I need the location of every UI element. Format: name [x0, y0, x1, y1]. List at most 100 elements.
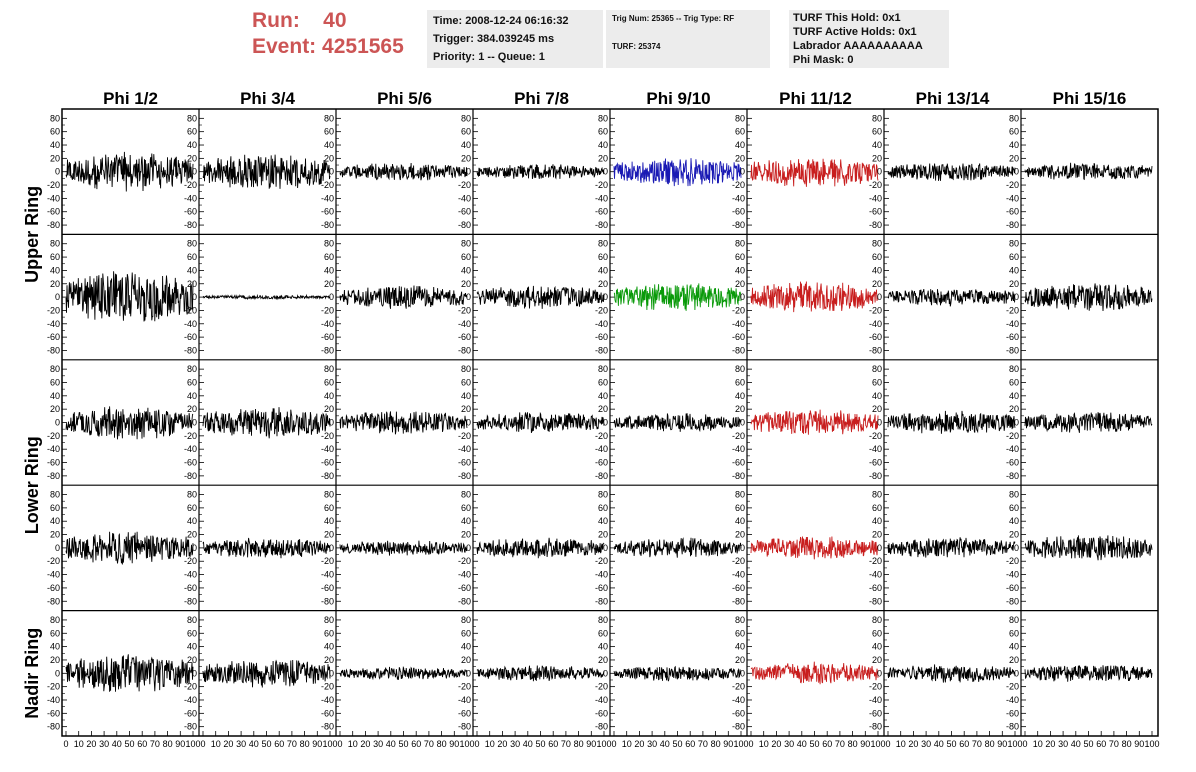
y-tick-label: 80	[735, 113, 745, 123]
y-tick-label: -60	[869, 583, 882, 593]
y-tick-label: -80	[321, 471, 334, 481]
y-tick-label: -40	[595, 570, 608, 580]
y-tick-label: 60	[324, 127, 334, 137]
y-tick-label: 60	[598, 377, 608, 387]
y-tick-label: -40	[1006, 444, 1019, 454]
y-tick-label: -20	[184, 556, 197, 566]
y-tick-label: -40	[732, 193, 745, 203]
x-tick-label: 50	[672, 739, 682, 749]
y-tick-label: -40	[184, 193, 197, 203]
y-tick-label: 20	[872, 655, 882, 665]
y-tick-label: 60	[1009, 127, 1019, 137]
y-tick-label: 20	[872, 279, 882, 289]
y-tick-label: 80	[187, 113, 197, 123]
y-tick-label: 40	[872, 516, 882, 526]
waveform-trace	[65, 406, 194, 440]
x-tick-label: 20	[634, 739, 644, 749]
y-tick-label: -40	[47, 319, 60, 329]
y-tick-label: -20	[321, 431, 334, 441]
y-tick-label: -20	[47, 556, 60, 566]
y-tick-label: 80	[1009, 239, 1019, 249]
y-tick-label: -40	[732, 444, 745, 454]
event-value: 4251565	[322, 35, 404, 58]
y-tick-label: -60	[47, 458, 60, 468]
x-tick-label: 70	[835, 739, 845, 749]
ring-label: Upper Ring	[22, 186, 42, 283]
y-tick-label: 40	[324, 516, 334, 526]
y-tick-label: -60	[869, 458, 882, 468]
y-tick-label: -80	[184, 220, 197, 230]
y-tick-label: -20	[47, 305, 60, 315]
y-tick-label: 40	[187, 140, 197, 150]
waveform-trace	[750, 661, 879, 685]
waveform-trace	[202, 659, 331, 688]
y-tick-label: -80	[1006, 220, 1019, 230]
y-tick-label: -20	[595, 682, 608, 692]
y-tick-label: 0	[192, 418, 197, 428]
x-tick-label: 50	[124, 739, 134, 749]
column-header: Phi 11/12	[779, 89, 852, 108]
x-tick-label: 50	[946, 739, 956, 749]
y-tick-label: -40	[595, 695, 608, 705]
y-tick-label: -20	[869, 180, 882, 190]
y-tick-label: -60	[184, 332, 197, 342]
y-tick-label: -40	[869, 695, 882, 705]
y-tick-label: 80	[324, 615, 334, 625]
y-tick-label: 20	[1009, 655, 1019, 665]
y-tick-label: 0	[55, 167, 60, 177]
y-tick-label: -60	[732, 332, 745, 342]
column-header: Phi 7/8	[514, 89, 569, 108]
y-tick-label: -80	[869, 220, 882, 230]
y-tick-label: -80	[458, 471, 471, 481]
x-tick-label: 40	[523, 739, 533, 749]
y-tick-label: -20	[1006, 431, 1019, 441]
y-tick-label: 60	[872, 252, 882, 262]
y-tick-label: -40	[732, 319, 745, 329]
x-tick-label: 90	[449, 739, 459, 749]
column-header: Phi 9/10	[646, 89, 710, 108]
y-tick-label: 0	[877, 418, 882, 428]
y-tick-label: 0	[329, 292, 334, 302]
y-tick-label: 40	[324, 140, 334, 150]
x-tick-label: 40	[112, 739, 122, 749]
waveform-trace	[613, 413, 742, 433]
y-tick-label: 0	[55, 292, 60, 302]
y-tick-label: -80	[184, 345, 197, 355]
y-tick-label: 60	[461, 252, 471, 262]
y-tick-label: 60	[735, 127, 745, 137]
x-tick-label: 0	[337, 739, 342, 749]
y-tick-label: -60	[47, 332, 60, 342]
waveform-trace	[339, 540, 468, 556]
y-tick-label: 40	[872, 391, 882, 401]
y-tick-label: 20	[735, 655, 745, 665]
y-tick-label: 20	[598, 655, 608, 665]
y-tick-label: -60	[321, 583, 334, 593]
y-tick-label: -40	[47, 444, 60, 454]
y-tick-label: 40	[1009, 140, 1019, 150]
y-tick-label: 40	[187, 642, 197, 652]
y-tick-label: 0	[55, 418, 60, 428]
y-tick-label: 0	[603, 292, 608, 302]
column-header: Phi 1/2	[103, 89, 158, 108]
y-tick-label: -20	[47, 431, 60, 441]
y-tick-label: 20	[50, 655, 60, 665]
y-tick-label: -60	[47, 583, 60, 593]
y-tick-label: 20	[324, 530, 334, 540]
x-tick-label: 100	[1007, 739, 1022, 749]
y-tick-label: 0	[466, 543, 471, 553]
y-tick-label: -80	[595, 220, 608, 230]
y-tick-label: -80	[458, 596, 471, 606]
x-tick-label: 30	[99, 739, 109, 749]
y-tick-label: 20	[1009, 153, 1019, 163]
y-tick-label: 80	[187, 364, 197, 374]
y-tick-label: -40	[458, 319, 471, 329]
y-tick-label: -40	[458, 444, 471, 454]
y-tick-label: -40	[458, 695, 471, 705]
y-tick-label: -20	[595, 431, 608, 441]
y-tick-label: 40	[50, 140, 60, 150]
x-tick-label: 70	[424, 739, 434, 749]
y-tick-label: 80	[461, 239, 471, 249]
y-tick-label: 60	[324, 503, 334, 513]
y-tick-label: -80	[732, 220, 745, 230]
y-tick-label: 60	[461, 127, 471, 137]
